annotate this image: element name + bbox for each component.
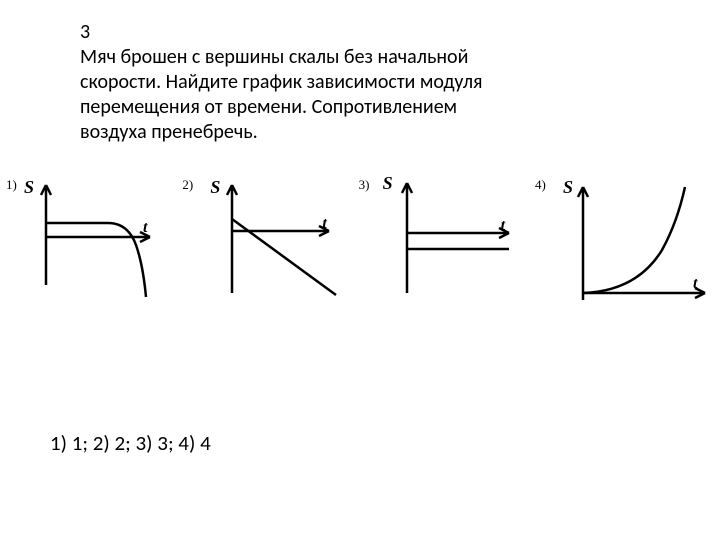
question-block: 3 Мяч брошен с вершины скалы без начальн…	[80, 20, 580, 145]
graph-4: 4) S t	[537, 175, 712, 315]
graph-1: 1) S t	[8, 175, 178, 315]
question-line-3: воздуха пренебречь.	[80, 120, 580, 145]
graph-1-curve	[46, 223, 146, 297]
graph-2: 2) S t	[184, 175, 354, 315]
answer-options: 1) 1; 2) 2; 3) 3; 4) 4	[50, 430, 211, 456]
graph-1-svg	[8, 175, 178, 315]
graph-2-svg	[184, 175, 354, 315]
graph-4-svg	[537, 175, 712, 315]
graphs-row: 1) S t 2) S t	[8, 175, 712, 315]
question-number: 3	[80, 20, 580, 45]
graph-3: 3) S t	[361, 175, 531, 315]
question-line-0: Мяч брошен с вершины скалы без начальной	[80, 45, 580, 70]
question-line-2: перемещения от времени. Сопротивлением	[80, 95, 580, 120]
question-line-1: скорости. Найдите график зависимости мод…	[80, 70, 580, 95]
graph-4-curve	[583, 187, 685, 293]
graph-3-svg	[361, 175, 531, 315]
